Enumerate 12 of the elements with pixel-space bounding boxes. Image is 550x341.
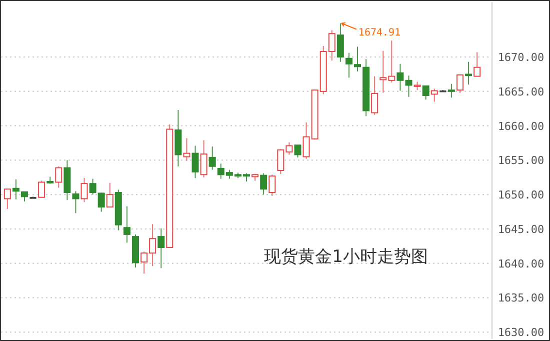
y-tick-label: 1665.00 [498,85,544,98]
y-tick-label: 1650.00 [498,188,544,202]
y-tick-label: 1630.00 [498,326,544,340]
y-tick-label: 1640.00 [498,257,544,270]
text: 现货黄金1小时走势图 [264,247,428,267]
y-tick-label: 1645.00 [498,222,544,236]
y-tick-label: 1655.00 [498,154,544,168]
y-tick-label: 1635.00 [498,292,544,305]
y-tick-label: 1660.00 [498,120,544,133]
annotation: 1674.91 [358,27,401,38]
annotation: 1674.91 [340,22,401,38]
y-tick-label: 1670.00 [498,51,544,64]
